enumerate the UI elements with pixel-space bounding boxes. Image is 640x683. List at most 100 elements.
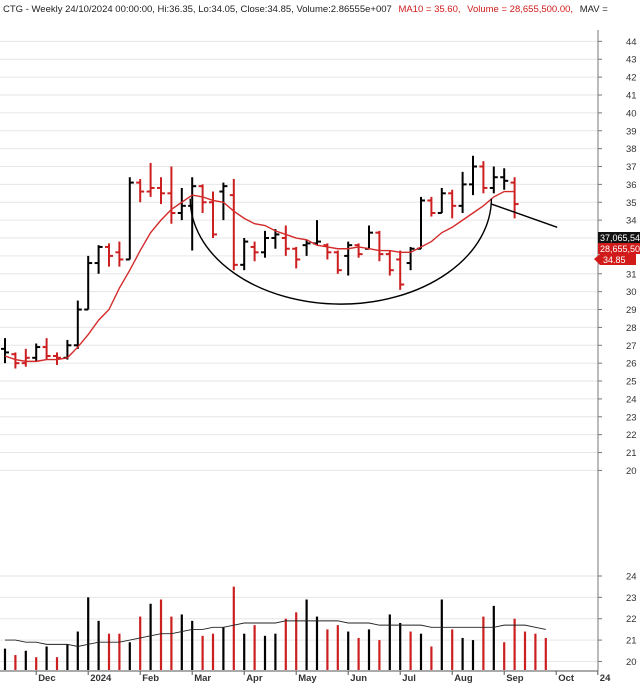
header-info-text: CTG - Weekly 24/10/2024 00:00:00, Hi:36.…	[3, 4, 392, 15]
ohlc-bar	[115, 241, 124, 267]
ohlc-bar	[406, 246, 415, 271]
ohlc-bar	[375, 230, 384, 262]
ohlc-bar	[157, 177, 165, 205]
x-tick-label: Aug	[454, 673, 473, 683]
price-tick-label: 38	[626, 144, 637, 155]
ohlc-bar	[209, 191, 217, 239]
volume-panel	[3, 586, 547, 670]
ohlc-bar	[146, 162, 155, 197]
ohlc-bar	[323, 243, 332, 260]
ohlc-bar	[302, 239, 311, 256]
price-tick-label: 36	[626, 180, 637, 191]
ohlc-bar	[469, 155, 477, 196]
ohlc-bar	[32, 343, 41, 362]
volume-tick-label: 24	[626, 572, 637, 583]
ohlc-bar	[250, 241, 259, 262]
ohlc-bar	[219, 182, 228, 221]
price-tick-label: 35	[626, 198, 637, 209]
price-tick-label: 27	[626, 341, 637, 352]
chart-header-info: CTG - Weekly 24/10/2024 00:00:00, Hi:36.…	[3, 4, 608, 15]
ma10-line	[4, 190, 515, 363]
price-tag-2-text: 28,655,50	[600, 244, 640, 254]
price-tick-label: 28	[626, 323, 637, 334]
ohlc-bar	[333, 250, 342, 274]
ohlc-bar	[53, 352, 61, 365]
x-tick-label: 2024	[90, 673, 112, 683]
cup-arc	[189, 198, 493, 305]
price-tick-label: 31	[626, 269, 637, 280]
price-tick-label: 44	[626, 37, 637, 48]
price-tag-1-text: 37,065,54	[600, 233, 640, 243]
ohlc-bar	[354, 243, 363, 258]
ohlc-bar	[136, 179, 145, 203]
price-tick-label: 26	[626, 359, 637, 370]
price-tick-label: 40	[626, 108, 637, 119]
price-tick-label: 41	[626, 90, 637, 101]
price-tick-label: 30	[626, 287, 637, 298]
trend-line	[491, 203, 558, 228]
price-tick-label: 21	[626, 448, 637, 459]
x-tick-label: Apr	[246, 673, 263, 683]
ohlc-bar	[42, 338, 51, 360]
ohlc-bar	[458, 171, 467, 213]
ohlc-bar	[198, 184, 207, 213]
price-tick-label: 39	[626, 126, 637, 137]
ohlc-bar	[261, 230, 269, 258]
ohlc-bar	[240, 238, 249, 271]
ohlc-bar	[510, 177, 519, 219]
price-tick-label: 20	[626, 466, 637, 477]
x-tick-label: Sep	[506, 673, 524, 683]
price-tick-label: 25	[626, 377, 637, 388]
ohlc-bar	[500, 168, 509, 190]
x-tick-label: Oct	[558, 673, 575, 683]
x-tick-label: Dec	[38, 673, 55, 683]
price-tick-label: 34	[626, 216, 637, 227]
header-volume: Volume = 28,655,500.00,	[467, 4, 573, 15]
x-tick-label: May	[298, 673, 317, 683]
volume-tick-label: 23	[626, 593, 637, 604]
ohlc-bar	[292, 246, 301, 269]
ohlc-bar	[281, 225, 290, 256]
header-ma10: MA10 = 35.60,	[398, 4, 460, 15]
ohlc-bar	[489, 166, 498, 194]
ohlc-bar	[11, 352, 20, 369]
ohlc-bar	[21, 348, 30, 367]
price-tick-label: 43	[626, 55, 637, 66]
price-tick-label: 24	[626, 394, 637, 405]
volume-tick-label: 21	[626, 636, 637, 647]
ohlc-bar	[73, 300, 82, 349]
ohlc-bar	[1, 338, 9, 364]
ohlc-bar	[167, 166, 176, 224]
ohlc-bar	[396, 250, 405, 290]
volume-ma-line	[5, 620, 546, 647]
ohlc-bar	[229, 179, 238, 271]
ohlc-bar	[448, 189, 457, 219]
price-tag-1: 37,065,54	[598, 232, 640, 243]
price-tick-label: 29	[626, 305, 637, 316]
x-tick-label: 24	[600, 673, 611, 683]
price-tag-2: 28,655,50	[598, 243, 640, 254]
price-tag-3-text: 34.85	[603, 255, 626, 265]
volume-tick-label: 20	[626, 657, 637, 668]
price-tick-label: 22	[626, 430, 637, 441]
ohlc-bar	[427, 196, 436, 217]
x-tick-label: Jul	[402, 673, 416, 683]
ohlc-bar	[84, 255, 93, 311]
volume-tick-label: 22	[626, 614, 637, 625]
ohlc-bar	[479, 161, 488, 194]
price-tick-label: 42	[626, 73, 637, 84]
ohlc-bar	[437, 187, 446, 214]
price-tick-label: 37	[626, 162, 637, 173]
x-tick-label: Jun	[350, 673, 367, 683]
ohlc-bar	[177, 187, 186, 221]
price-tick-label: 23	[626, 412, 637, 423]
price-tag-3: 34.85	[594, 254, 636, 265]
ohlc-bar	[125, 177, 134, 261]
ohlc-bar	[385, 250, 394, 276]
x-tick-label: Feb	[142, 673, 159, 683]
ohlc-bar	[271, 229, 280, 249]
ohlc-bar	[105, 243, 113, 267]
ohlc-bar	[344, 241, 353, 276]
